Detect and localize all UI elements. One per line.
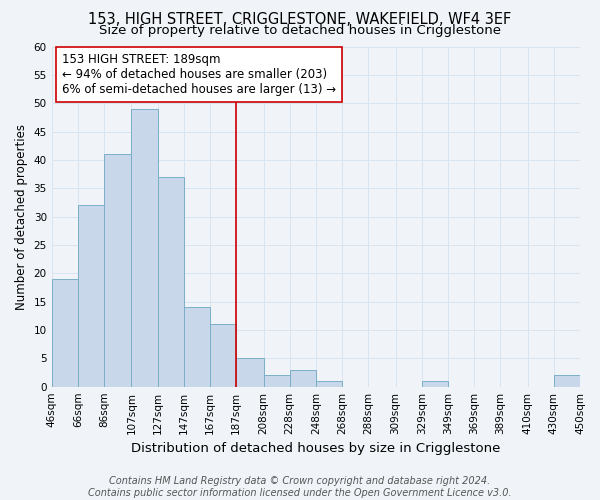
Text: 153 HIGH STREET: 189sqm
← 94% of detached houses are smaller (203)
6% of semi-de: 153 HIGH STREET: 189sqm ← 94% of detache… xyxy=(62,54,337,96)
Bar xyxy=(78,206,104,386)
Bar xyxy=(52,279,78,386)
X-axis label: Distribution of detached houses by size in Crigglestone: Distribution of detached houses by size … xyxy=(131,442,500,455)
Text: 153, HIGH STREET, CRIGGLESTONE, WAKEFIELD, WF4 3EF: 153, HIGH STREET, CRIGGLESTONE, WAKEFIEL… xyxy=(88,12,512,28)
Y-axis label: Number of detached properties: Number of detached properties xyxy=(15,124,28,310)
Bar xyxy=(236,358,263,386)
Text: Size of property relative to detached houses in Crigglestone: Size of property relative to detached ho… xyxy=(99,24,501,37)
Bar xyxy=(158,177,184,386)
Bar xyxy=(131,109,158,386)
Bar xyxy=(104,154,131,386)
Bar xyxy=(290,370,316,386)
Text: Contains HM Land Registry data © Crown copyright and database right 2024.
Contai: Contains HM Land Registry data © Crown c… xyxy=(88,476,512,498)
Bar xyxy=(554,376,580,386)
Bar xyxy=(210,324,236,386)
Bar xyxy=(184,308,210,386)
Bar xyxy=(316,381,342,386)
Bar xyxy=(263,376,290,386)
Bar xyxy=(422,381,448,386)
